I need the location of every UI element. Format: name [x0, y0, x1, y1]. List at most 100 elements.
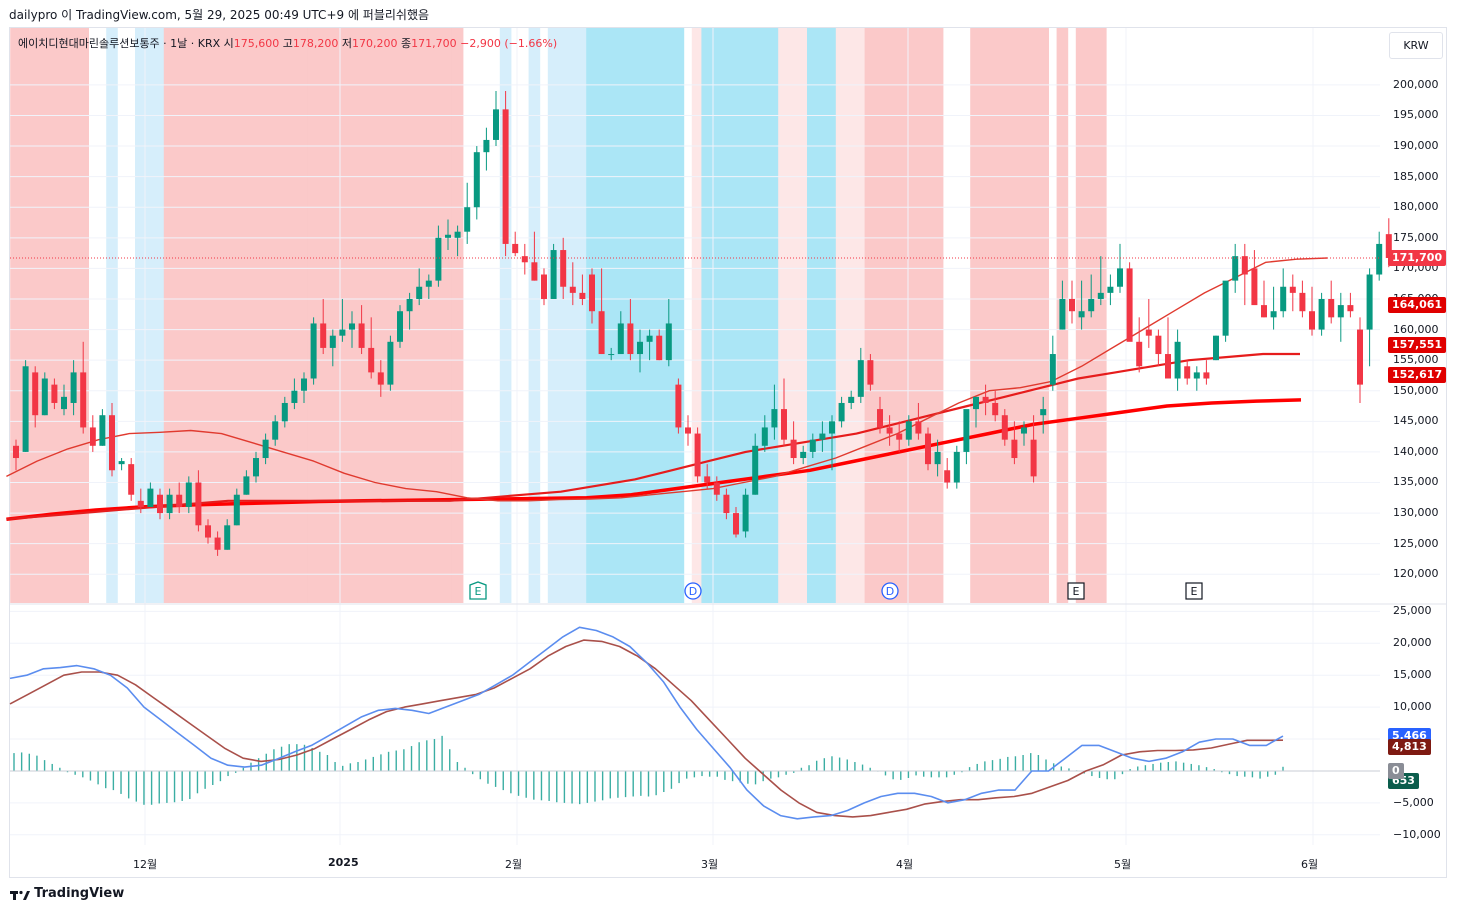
candle [675, 378, 682, 434]
candle [301, 372, 307, 403]
candle-body [368, 347, 375, 373]
candle [790, 421, 797, 465]
candle-body [253, 458, 259, 477]
candle [32, 366, 39, 428]
candle-body [1021, 427, 1027, 434]
candle [1049, 335, 1056, 391]
candle-body [118, 461, 125, 465]
candle [886, 415, 893, 446]
candle [713, 476, 720, 501]
zero-badge: 0 [1388, 762, 1404, 779]
candle-body [464, 207, 471, 232]
highlight-band [106, 28, 118, 603]
highlight-band [135, 28, 166, 603]
candle [589, 268, 595, 324]
price-tick-label: 190,000 [1393, 139, 1439, 153]
time-tick-label: 6월 [1301, 858, 1319, 871]
candle-body [1337, 305, 1344, 318]
macd-tick-label: 15,000 [1393, 668, 1432, 682]
candle-body [1001, 415, 1008, 440]
candle [1232, 243, 1239, 293]
candle [272, 415, 279, 446]
candle-body [742, 494, 749, 532]
candle [550, 243, 557, 299]
candle-body [454, 231, 461, 238]
time-tick-label: 12월 [133, 858, 158, 871]
candle-body [761, 427, 768, 446]
symbol-legend: 에이치디현대마린솔루션보통주 · 1날 · KRX 시175,600 고178,… [18, 35, 557, 51]
candle-body [1040, 409, 1047, 416]
price-tick-label: 175,000 [1393, 230, 1439, 244]
candle [416, 268, 423, 306]
price-tick-label: 155,000 [1393, 353, 1439, 367]
candle [982, 384, 989, 416]
candle-body [1069, 298, 1075, 312]
earnings-marker: E [1185, 582, 1203, 600]
candle [627, 298, 634, 361]
highlight-band [528, 28, 541, 603]
candle-body [32, 372, 39, 416]
candle-body [281, 402, 288, 422]
candle-body [531, 262, 538, 281]
candle-body [1376, 243, 1383, 275]
candle [963, 409, 970, 465]
price-tick-label: 160,000 [1393, 322, 1439, 336]
candle [617, 311, 624, 355]
candle [502, 91, 509, 257]
price-tick-label: 135,000 [1393, 475, 1439, 489]
candle-body [867, 360, 874, 385]
candle-body [598, 311, 605, 355]
ema-short-line [6, 257, 1328, 502]
candle [1011, 421, 1018, 465]
candle [358, 305, 365, 355]
candle [137, 488, 144, 514]
candle [1136, 317, 1143, 373]
tradingview-logo-icon [10, 890, 30, 900]
candle [445, 219, 451, 251]
candle [781, 378, 787, 446]
candle-body [233, 494, 240, 526]
candle-body [992, 402, 999, 416]
currency-button[interactable]: KRW [1389, 32, 1443, 59]
candle-body [579, 292, 586, 299]
candle [569, 262, 576, 306]
candle [70, 360, 77, 416]
candle [1088, 274, 1095, 318]
candle [1213, 335, 1219, 361]
candle [857, 347, 864, 403]
candle [694, 427, 701, 483]
candle-body [435, 237, 442, 281]
candle [838, 396, 845, 428]
candle-body [310, 323, 317, 379]
candle-body [1347, 305, 1354, 312]
candle-body [195, 482, 202, 526]
tradingview-logo[interactable]: TradingView [10, 886, 124, 901]
candle [973, 396, 979, 428]
candle-body [1328, 298, 1335, 318]
chart-frame [9, 27, 1447, 878]
candle [1203, 360, 1210, 385]
candle-body [166, 494, 173, 514]
candle-body [752, 445, 759, 495]
candle-body [473, 152, 480, 208]
event-marker-label: E [1073, 585, 1080, 598]
candle-body [1078, 311, 1085, 318]
candle-body [1213, 335, 1219, 361]
time-tick-label: 4월 [896, 858, 914, 871]
candle [464, 182, 471, 244]
candle-body [339, 329, 346, 336]
symbol-name[interactable]: 에이치디현대마린솔루션보통주 · 1날 · KRX [18, 37, 221, 50]
candle [579, 274, 586, 306]
candle-body [886, 427, 893, 434]
candle-body [733, 513, 739, 535]
candle-body [1126, 268, 1133, 342]
candle [329, 329, 336, 367]
candle [320, 298, 327, 355]
candle [560, 237, 567, 299]
candle [771, 384, 778, 440]
candle-body [1165, 354, 1171, 379]
time-tick-label: 3월 [701, 858, 719, 871]
candle-body [1136, 341, 1143, 367]
candle-body [1203, 372, 1210, 379]
